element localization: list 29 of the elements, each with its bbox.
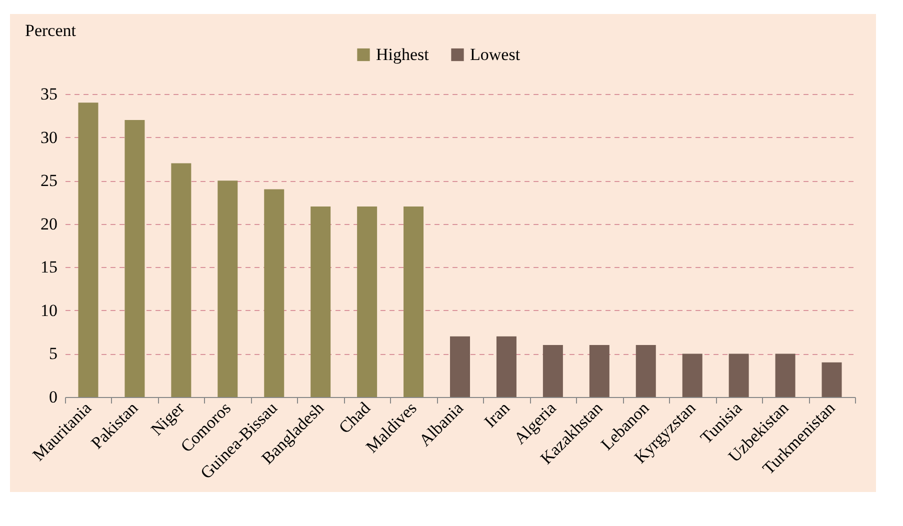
bar bbox=[404, 206, 424, 397]
bar bbox=[496, 336, 516, 397]
bar bbox=[357, 206, 378, 397]
bar bbox=[682, 354, 702, 397]
bar bbox=[636, 345, 656, 397]
y-tick-label: 0 bbox=[49, 388, 58, 406]
bar bbox=[728, 354, 749, 397]
y-tick-label: 20 bbox=[40, 214, 58, 234]
bar bbox=[542, 345, 563, 397]
bar bbox=[450, 336, 470, 397]
x-tick-label: Iran bbox=[480, 398, 514, 432]
legend-label: Lowest bbox=[470, 44, 520, 64]
bar bbox=[822, 362, 842, 397]
y-tick-label: 15 bbox=[40, 258, 58, 277]
bar bbox=[264, 189, 284, 397]
bar bbox=[589, 345, 610, 397]
y-tick-label: 30 bbox=[40, 128, 58, 147]
y-tick-label: 35 bbox=[40, 84, 58, 104]
bar bbox=[124, 120, 145, 397]
legend-label: Highest bbox=[376, 44, 430, 64]
bar bbox=[171, 163, 192, 397]
y-tick-label: 10 bbox=[40, 300, 58, 320]
y-tick-label: 5 bbox=[49, 344, 58, 364]
y-axis-title: Percent bbox=[25, 21, 76, 40]
bar bbox=[775, 354, 796, 397]
y-tick-label: 25 bbox=[40, 171, 58, 190]
bar bbox=[78, 102, 98, 397]
bar bbox=[310, 206, 331, 397]
bar bbox=[218, 180, 238, 397]
